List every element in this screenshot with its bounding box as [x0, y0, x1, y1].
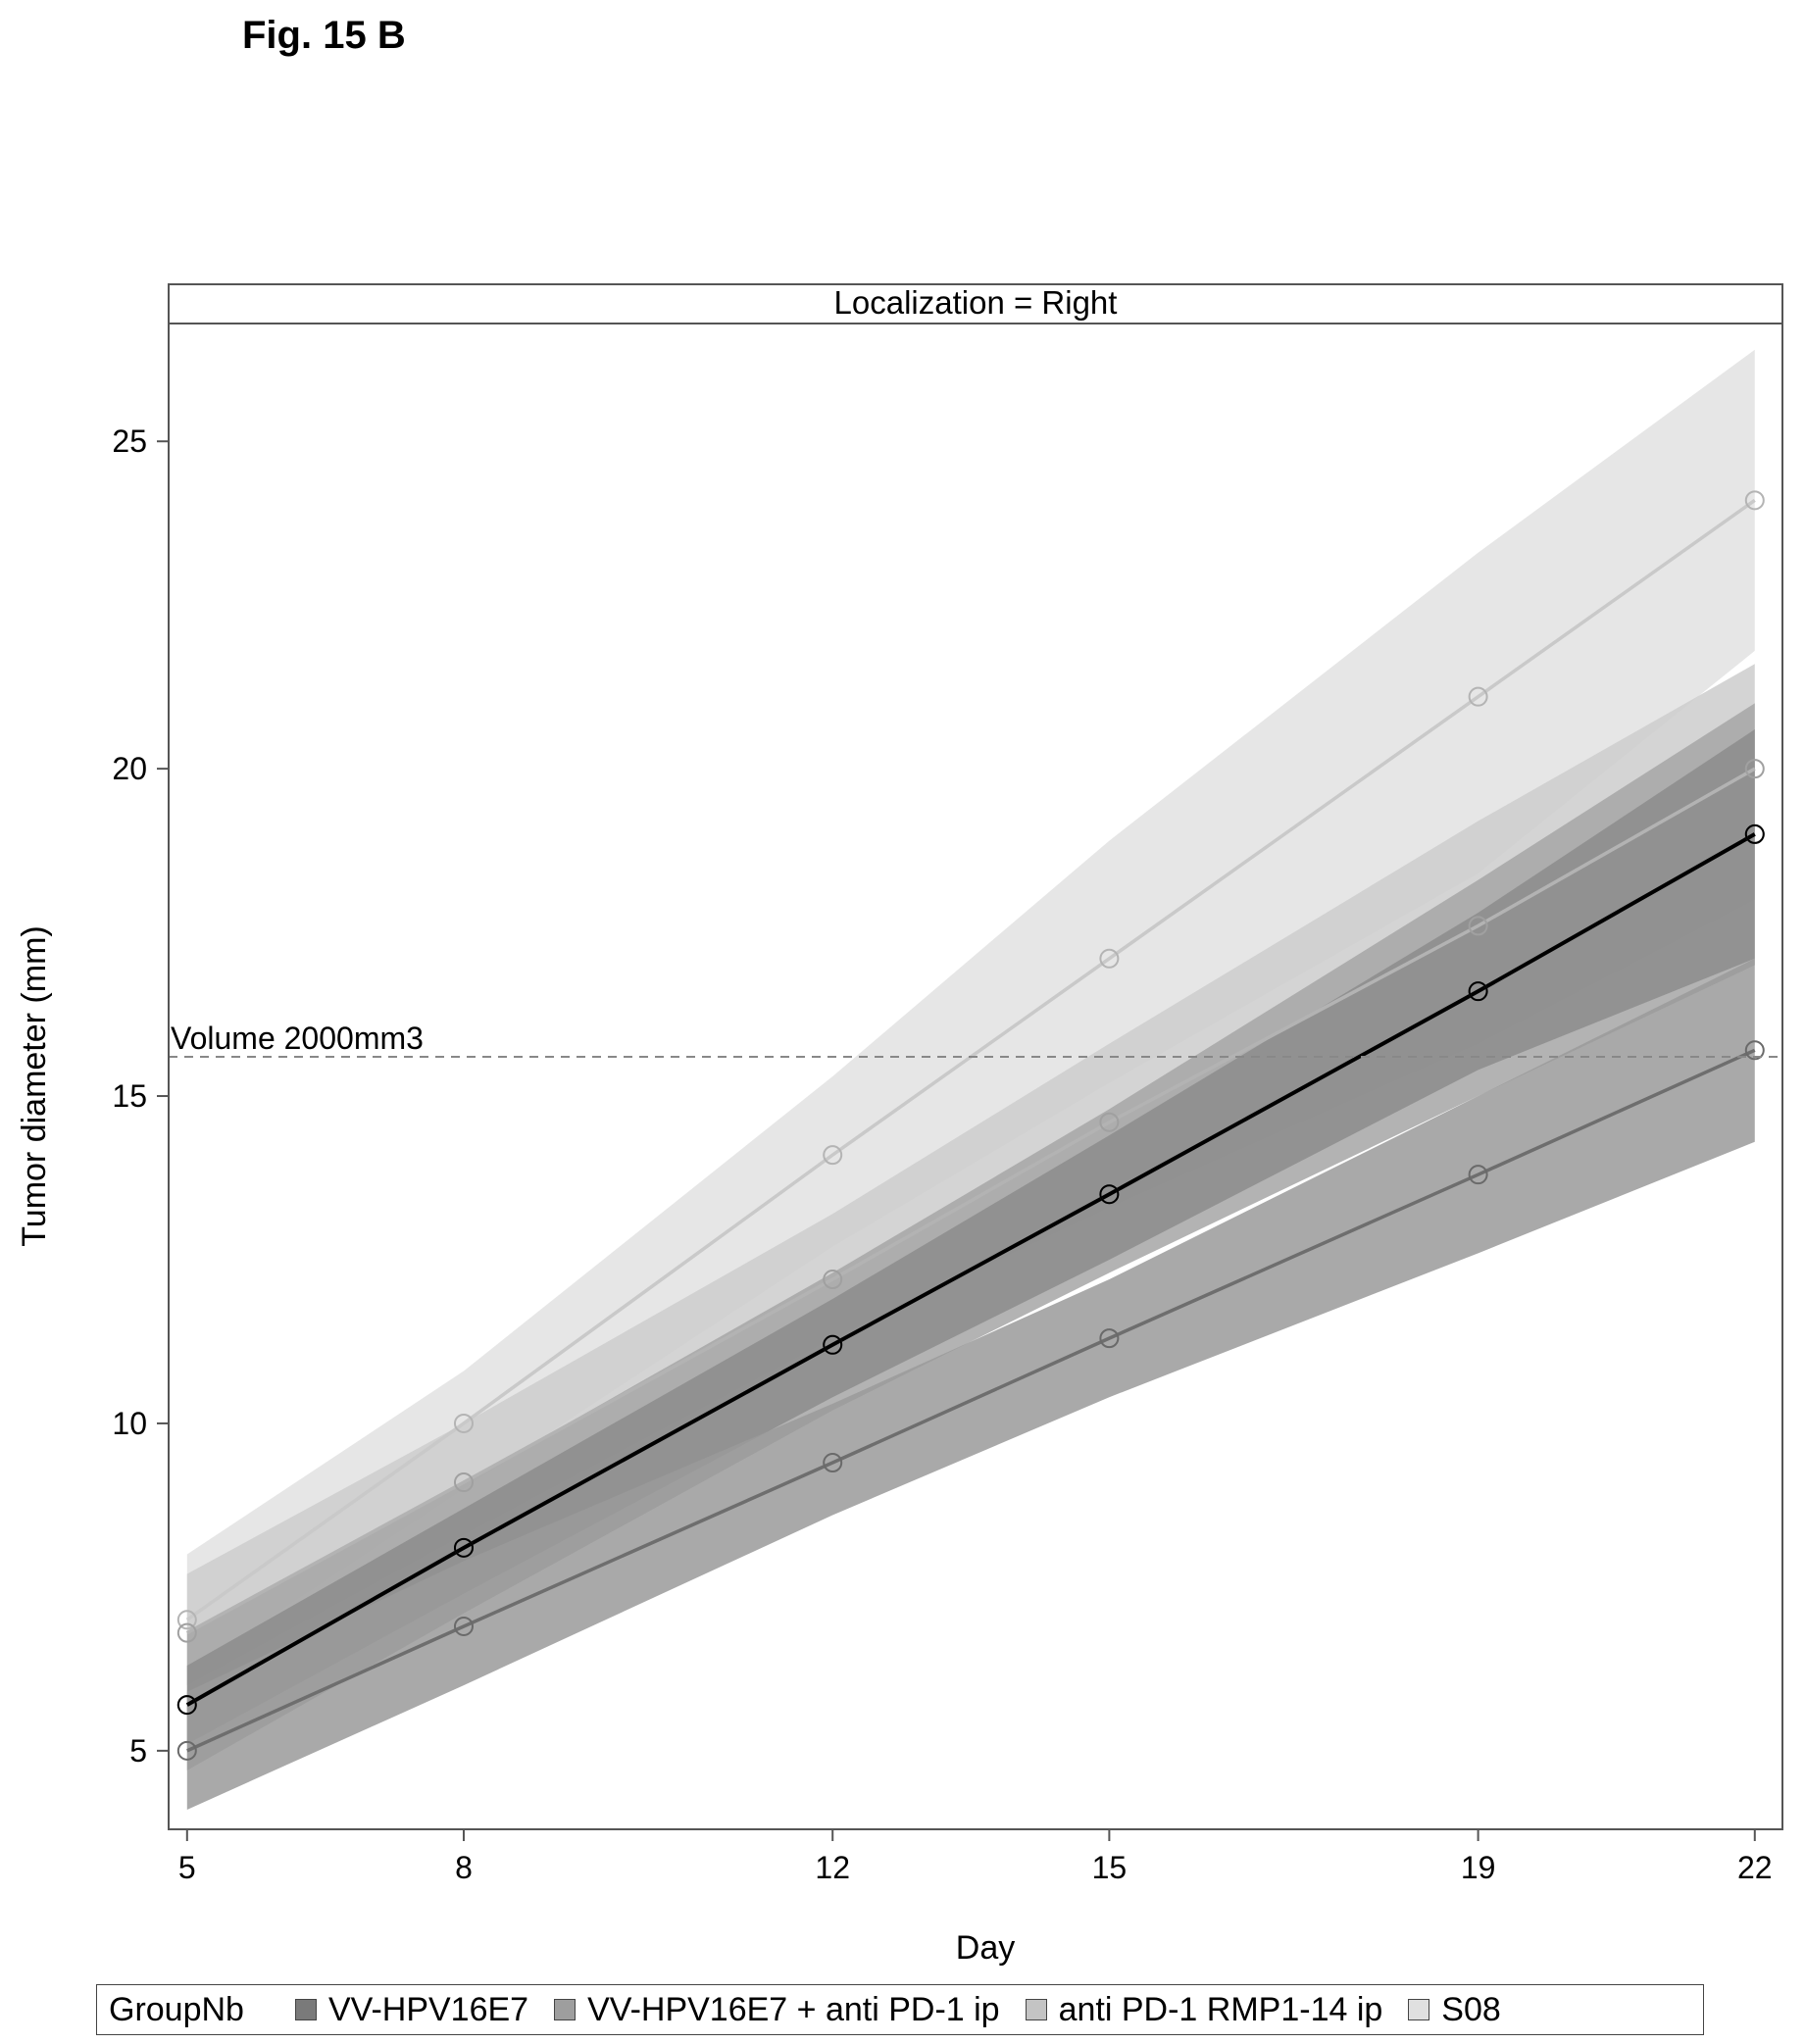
legend-item-anti-pd1-rmp1-14: anti PD-1 RMP1-14 ip: [1025, 1990, 1383, 2029]
x-axis: 5 8 12 15 19 22 Day: [178, 1829, 1773, 1967]
legend-label: VV-HPV16E7 + anti PD-1 ip: [587, 1990, 1000, 2028]
data-point: [453, 1616, 474, 1636]
legend-swatch: [1408, 1999, 1430, 2020]
data-point: [1744, 1040, 1765, 1061]
y-tick-label: 15: [112, 1078, 147, 1114]
data-point: [453, 1413, 474, 1433]
data-point: [453, 1537, 474, 1558]
legend-item-s08: S08: [1408, 1991, 1501, 2029]
y-axis: 5 10 15 20 25 Tumor diameter (mm): [16, 424, 169, 1769]
data-point: [1744, 759, 1765, 779]
y-tick-label: 10: [112, 1406, 147, 1441]
x-tick-label: 22: [1737, 1850, 1773, 1885]
series-line: [186, 1048, 1756, 1753]
y-tick-label: 25: [112, 424, 147, 459]
x-tick-label: 5: [178, 1850, 196, 1885]
legend-item-vv-hpv16e7-anti-pd1: VV-HPV16E7 + anti PD-1 ip: [554, 1991, 1000, 2029]
legend-label: VV-HPV16E7: [327, 1990, 529, 2028]
panel-title: Localization = Right: [834, 284, 1118, 321]
data-point: [823, 1270, 843, 1290]
reference-line-group: Volume 2000mm3: [169, 1021, 1782, 1058]
data-point: [1468, 981, 1488, 1002]
legend-swatch: [554, 1999, 577, 2020]
legend-swatch: [1025, 1999, 1047, 2020]
data-point: [1099, 948, 1120, 969]
data-point: [1468, 1165, 1488, 1185]
data-point: [823, 1453, 843, 1473]
plot-frame: Localization = Right: [168, 283, 1783, 1830]
data-point: [1468, 916, 1488, 936]
legend: GroupNb VV-HPV16E7 VV-HPV16E7 + anti PD-…: [96, 1984, 1704, 2035]
legend-swatch: [294, 1999, 317, 2020]
data-point: [453, 1472, 474, 1493]
confidence-band: [186, 729, 1755, 1745]
data-point: [176, 1695, 197, 1716]
series-line: [185, 767, 1756, 1635]
legend-title: GroupNb: [109, 1990, 244, 2028]
data-point: [176, 1610, 197, 1630]
x-tick-label: 8: [455, 1850, 473, 1885]
data-point: [823, 1145, 843, 1166]
figure-label: Fig. 15 B: [242, 14, 406, 57]
confidence-bands: [186, 349, 1755, 1810]
data-point: [1099, 1184, 1120, 1205]
data-point: [176, 1622, 197, 1643]
data-point: [1099, 1112, 1120, 1132]
x-axis-title: Day: [956, 1929, 1015, 1967]
legend-item-vv-hpv16e7: VV-HPV16E7: [294, 1990, 529, 2029]
legend-label: anti PD-1 RMP1-14 ip: [1058, 1990, 1383, 2028]
data-point: [1099, 1328, 1120, 1349]
data-point: [176, 1740, 197, 1761]
y-tick-label: 5: [129, 1733, 147, 1769]
y-tick-label: 20: [112, 751, 147, 786]
legend-label: S08: [1441, 1990, 1501, 2028]
y-axis-title: Tumor diameter (mm): [16, 925, 53, 1246]
data-point: [1468, 686, 1488, 707]
series-line: [185, 832, 1756, 1707]
data-point: [823, 1334, 843, 1355]
x-tick-label: 12: [815, 1850, 850, 1885]
data-markers: [176, 490, 1765, 1761]
confidence-band: [186, 958, 1755, 1810]
panel-header: [168, 283, 1783, 324]
x-tick-label: 15: [1092, 1850, 1128, 1885]
reference-line-label: Volume 2000mm3: [171, 1021, 424, 1056]
data-point: [1744, 823, 1765, 844]
data-point: [1744, 490, 1765, 511]
x-tick-label: 19: [1461, 1850, 1496, 1885]
